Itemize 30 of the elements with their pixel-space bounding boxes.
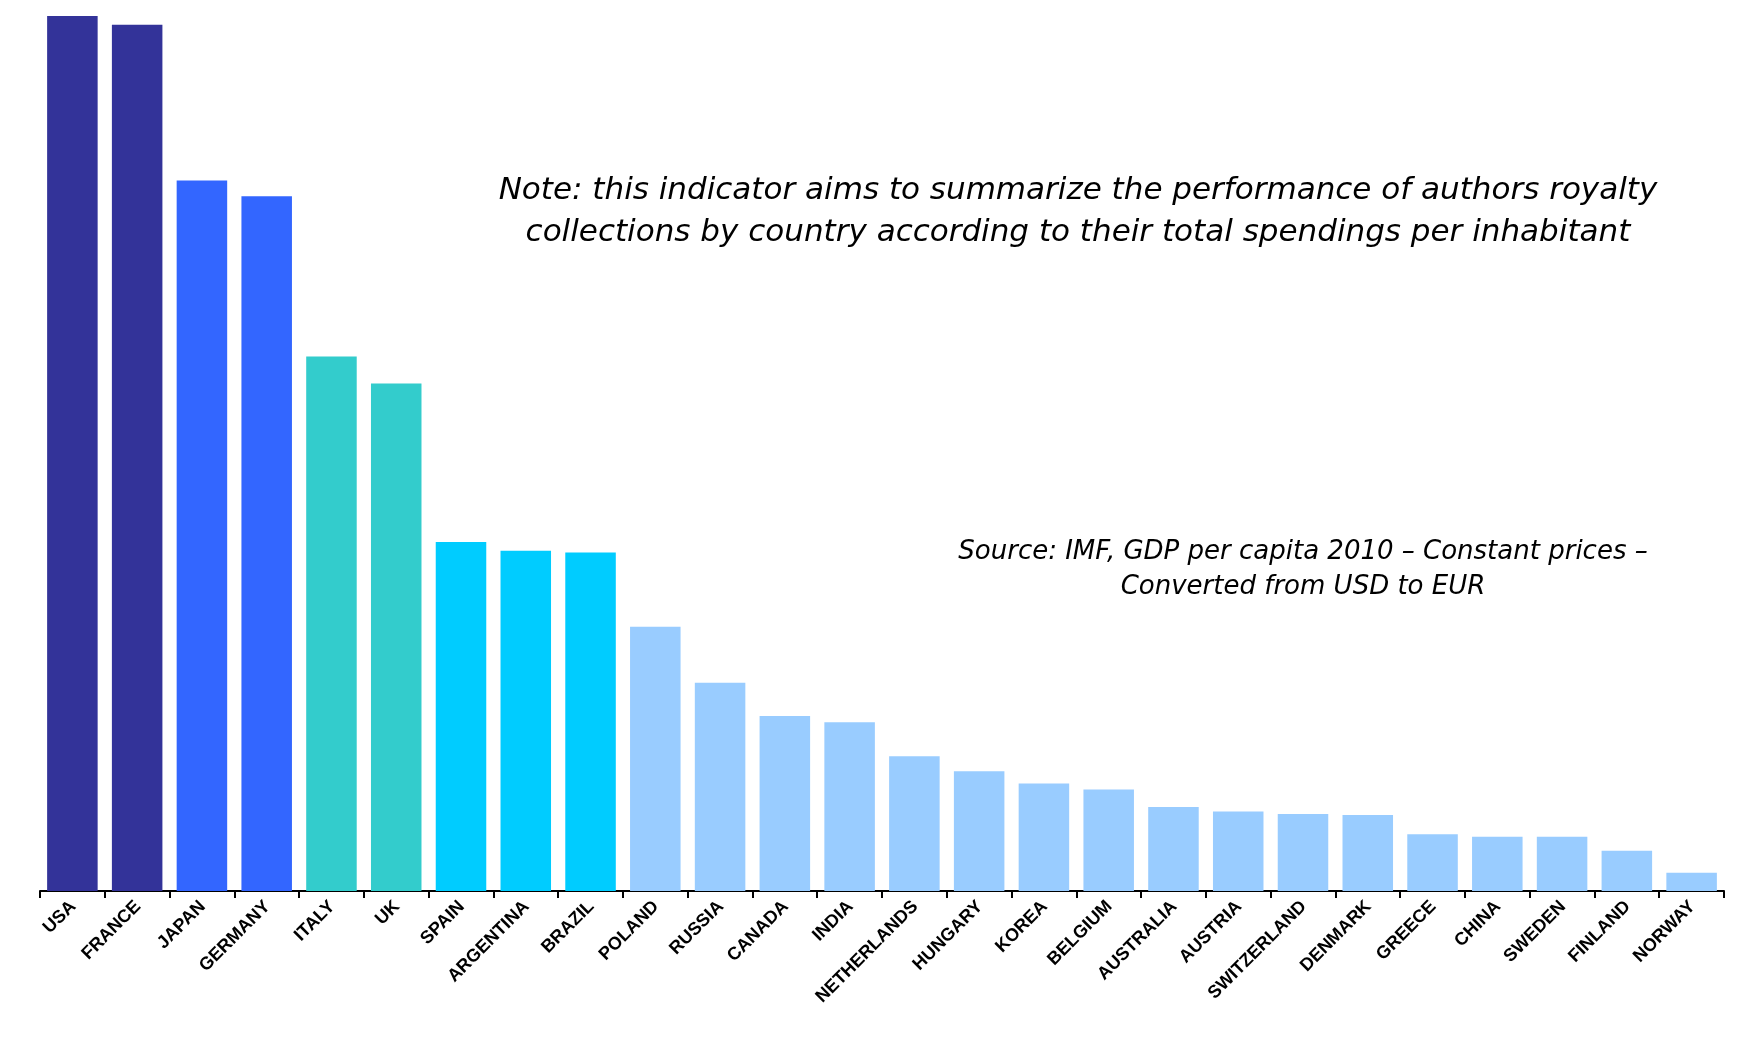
bar: [370, 383, 422, 891]
bar: [1018, 783, 1070, 891]
bar: [694, 682, 746, 891]
bar: [435, 541, 487, 891]
bar: [953, 771, 1005, 891]
bar: [889, 756, 940, 891]
bar: [1666, 872, 1717, 891]
bar: [111, 24, 163, 891]
bar: [1342, 814, 1394, 891]
bar: [1148, 807, 1199, 891]
bar: [565, 552, 616, 891]
bar: [1277, 814, 1329, 891]
bar: [824, 722, 875, 891]
x-tick-label: UK: [370, 895, 404, 929]
bar: [759, 716, 811, 891]
bar: [1212, 811, 1264, 891]
x-tick-label: USA: [38, 895, 80, 937]
bar: [241, 196, 292, 891]
bar: [500, 550, 552, 891]
bar: [1407, 834, 1458, 891]
bar: [1472, 836, 1523, 891]
bar: [1083, 789, 1134, 891]
bar: [630, 626, 681, 891]
bar: [1601, 850, 1653, 891]
annotation: Source: IMF, GDP per capita 2010 – Constant prices – Converted from USD to EUR: [957, 534, 1649, 603]
bar: [306, 356, 357, 891]
bar: [1536, 836, 1588, 891]
bar: [47, 16, 98, 891]
bar: [176, 180, 228, 891]
annotation: Note: this indicator aims to summarize the performance of authors royalty collections by country according to their total spendings per inhabitant: [497, 169, 1659, 250]
